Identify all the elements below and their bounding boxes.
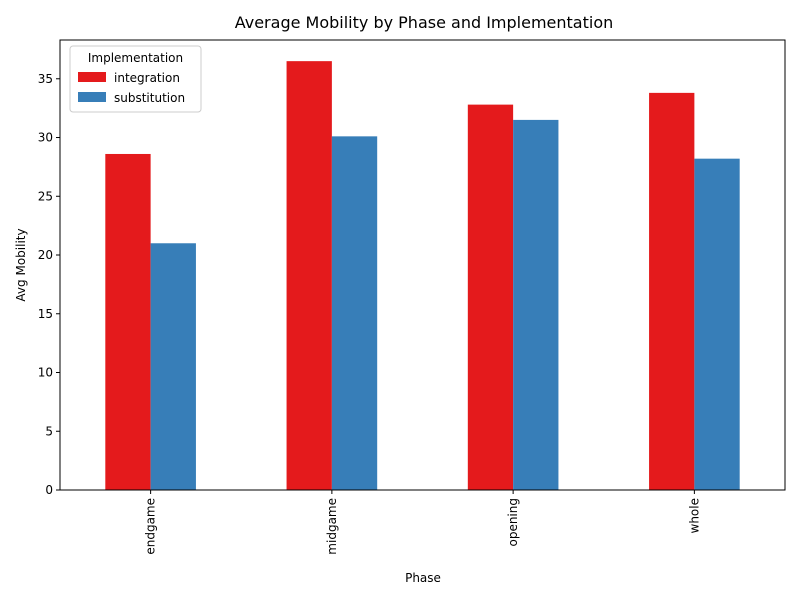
y-tick-label: 25 bbox=[38, 189, 53, 203]
y-axis-label: Avg Mobility bbox=[14, 228, 28, 301]
bar-substitution-whole bbox=[694, 158, 740, 491]
x-tick-label: midgame bbox=[325, 498, 339, 555]
bar-substitution-opening bbox=[513, 119, 559, 490]
bars-group bbox=[105, 61, 740, 491]
y-tick-label: 0 bbox=[45, 483, 53, 497]
legend-swatch-integration bbox=[78, 72, 106, 82]
bar-integration-whole bbox=[649, 92, 695, 490]
legend: Implementation integration substitution bbox=[69, 45, 202, 113]
bar-integration-endgame bbox=[105, 153, 151, 490]
y-axis: 0 5 10 15 20 25 30 35 bbox=[38, 72, 60, 497]
plot-frame bbox=[59, 39, 786, 491]
x-tick-label: whole bbox=[687, 498, 701, 533]
bar-integration-opening bbox=[467, 104, 514, 491]
y-tick-label: 15 bbox=[38, 307, 53, 321]
y-tick-label: 5 bbox=[45, 424, 53, 438]
legend-title: Implementation bbox=[88, 51, 183, 65]
y-tick-label: 20 bbox=[38, 248, 53, 262]
legend-label-substitution: substitution bbox=[114, 91, 185, 105]
legend-swatch-substitution bbox=[78, 92, 106, 102]
x-axis-label: Phase bbox=[405, 571, 441, 585]
bar-substitution-endgame bbox=[150, 243, 196, 490]
legend-label-integration: integration bbox=[114, 71, 180, 85]
y-tick-label: 35 bbox=[38, 72, 53, 86]
x-axis: endgame midgame opening whole bbox=[144, 490, 701, 555]
bar-substitution-midgame bbox=[331, 136, 378, 490]
x-tick-label: opening bbox=[506, 498, 520, 547]
bar-integration-midgame bbox=[286, 61, 332, 490]
y-tick-label: 30 bbox=[38, 131, 53, 145]
x-tick-label: endgame bbox=[144, 498, 158, 555]
chart-title: Average Mobility by Phase and Implementa… bbox=[235, 13, 614, 32]
y-tick-label: 10 bbox=[38, 366, 53, 380]
